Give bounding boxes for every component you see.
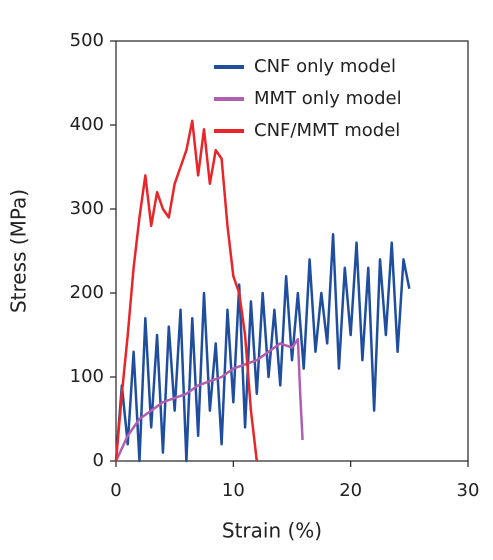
y-tick-label: 500	[70, 30, 104, 51]
legend-label: CNF/MMT model	[254, 120, 400, 141]
plot-frame	[115, 40, 469, 462]
y-tick-label: 200	[70, 282, 104, 303]
legend-label: CNF only model	[254, 56, 396, 77]
x-tick-label: 0	[110, 480, 121, 501]
x-tick-label: 10	[222, 480, 245, 501]
legend-label: MMT only model	[254, 88, 402, 109]
y-axis-label: Stress (MPa)	[7, 189, 31, 313]
y-tick-label: 0	[93, 450, 104, 471]
y-tick-label: 400	[70, 114, 104, 135]
x-tick-label: 20	[339, 480, 362, 501]
y-tick-label: 300	[70, 198, 104, 219]
y-tick-label: 100	[70, 366, 104, 387]
x-axis-label: Strain (%)	[222, 519, 322, 543]
data-line	[114, 337, 304, 462]
data-line	[114, 232, 411, 463]
data-line	[114, 119, 259, 462]
x-tick-label: 30	[457, 480, 480, 501]
